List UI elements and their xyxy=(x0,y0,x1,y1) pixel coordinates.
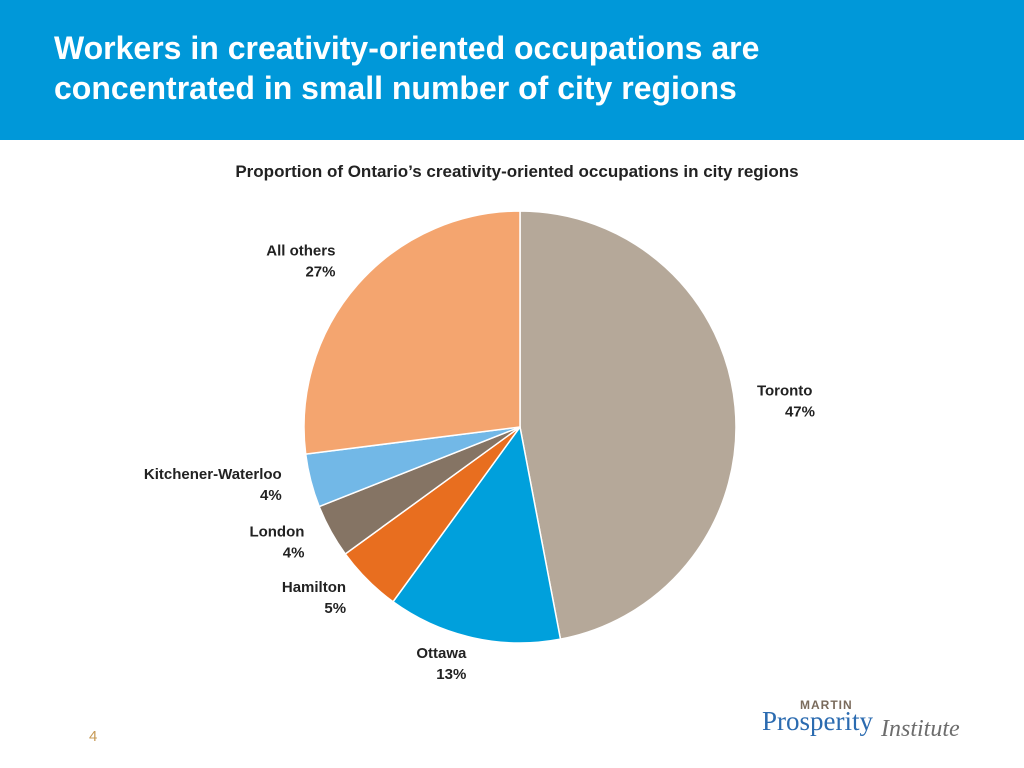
logo-name: Prosperity xyxy=(762,706,873,736)
slice-label: London xyxy=(249,524,304,541)
slice-value-label: 5% xyxy=(324,600,346,617)
page-number: 4 xyxy=(89,728,98,745)
logo-suffix: Institute xyxy=(881,716,960,742)
slice-label: Hamilton xyxy=(282,579,346,596)
chart-title: Proportion of Ontario’s creativity-orien… xyxy=(235,162,798,181)
chart: Proportion of Ontario’s creativity-orien… xyxy=(144,162,815,683)
slice-value-label: 13% xyxy=(436,666,466,683)
header-band: Workers in creativity-oriented occupatio… xyxy=(0,0,1024,140)
slice-value-label: 27% xyxy=(305,263,335,280)
slice-label: Ottawa xyxy=(416,645,467,662)
slice-value-label: 4% xyxy=(283,545,305,562)
logo-top: MARTIN xyxy=(800,698,853,712)
slide-title: Workers in creativity-oriented occupatio… xyxy=(54,30,760,106)
slice-label: Kitchener-Waterloo xyxy=(144,466,282,483)
slice-value-label: 4% xyxy=(260,487,282,504)
slice-value-label: 47% xyxy=(785,404,815,421)
slice-label: All others xyxy=(266,242,335,259)
pie-slice xyxy=(303,210,521,455)
slice-label: Toronto xyxy=(757,383,813,400)
pie-slice xyxy=(519,210,737,641)
pie-slice xyxy=(391,425,562,644)
